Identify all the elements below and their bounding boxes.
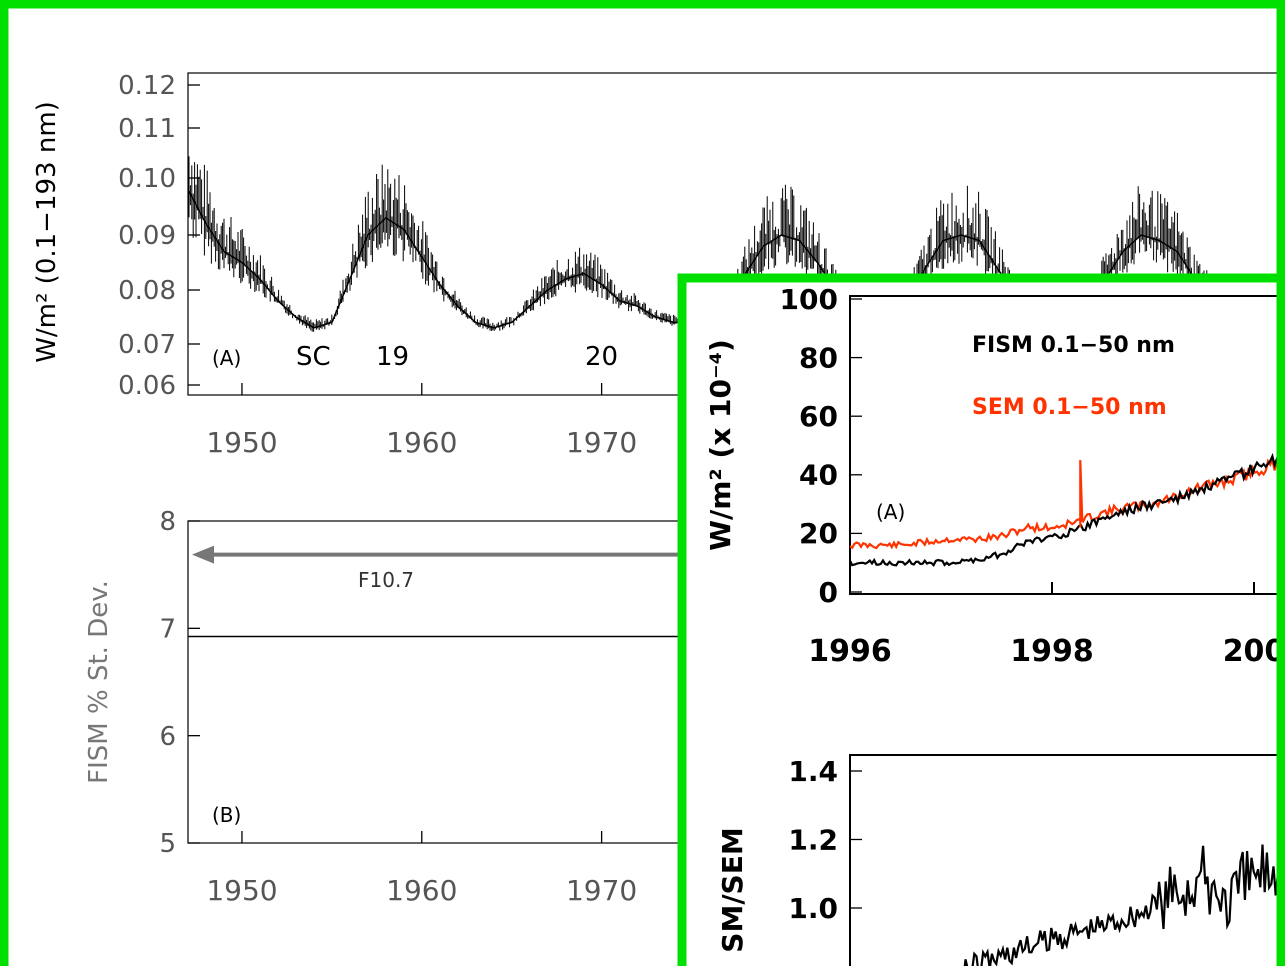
panel-a-xtick-label: 1960 [386,426,457,459]
panel-a-label: (A) [212,346,241,370]
inset-background [686,282,1285,966]
panel-b-f107-label: F10.7 [358,568,414,592]
inset-chart: W/m² (x 10⁻⁴) 0 20 40 60 80 100 1996 1998 200 F… [686,282,1285,966]
panel-b-ytick-label: 7 [159,614,176,644]
panel-a-ytick-label: 0.07 [118,330,176,360]
inset-b-plot-box [849,754,1285,966]
panel-a-ytick-label: 0.08 [118,276,176,306]
panel-a-xtick-label: 1970 [566,426,637,459]
inset-a-ytick-label: 20 [799,517,838,550]
inset-a-ytick-label: 60 [799,400,838,433]
panel-a-annotation-20: 20 [585,342,618,372]
inset-a-xtick-label: 200 [1223,634,1285,669]
inset-a-fism-line [849,452,1281,568]
inset-a-legend-sem: SEM 0.1−50 nm [972,395,1167,420]
inset-a-xtick-label: 1998 [1010,634,1094,669]
inset-a-sem-spike [1079,460,1084,528]
panel-b-ytick-label: 8 [159,507,176,537]
panel-b-ytick-label: 6 [159,722,176,752]
panel-a-ytick-label: 0.11 [118,114,176,144]
inset-b-ytick-label: 1.0 [788,892,838,925]
inset-a-label: (A) [876,500,905,524]
inset-a-plot-box [849,295,1285,595]
inset-a-ytick-label: 80 [799,341,838,374]
inset-b-ylabel: SM/SEM [716,827,749,952]
panel-b-label: (B) [212,803,241,827]
inset-b-ratio-line [963,844,1285,966]
panel-a-ytick-label: 0.06 [118,371,176,401]
inset-a-ytick-label: 100 [780,283,838,316]
inset-a-xtick-label: 1996 [808,634,892,669]
inset-a-legend-fism: FISM 0.1−50 nm [972,333,1175,358]
inset-a-ytick-label: 0 [819,576,838,609]
panel-b-f107-arrowhead [192,545,214,564]
inset-green-frame [677,273,1285,966]
panel-a-annotation-sc: SC [296,342,331,372]
inset-b-ytick-label: 1.4 [788,755,838,788]
inset-a-sem-line [849,456,1280,550]
panel-a-ylabel: W/m² (0.1−193 nm) [32,101,62,363]
panel-b-xtick-label: 1960 [386,874,457,907]
panel-b-xtick-label: 1970 [566,874,637,907]
panel-a-annotation-19: 19 [376,342,409,372]
inset-a-ytick-label: 40 [799,459,838,492]
inset-a-ylabel: W/m² (x 10⁻⁴) [704,339,737,551]
panel-a-ytick-label: 0.09 [118,221,176,251]
inset-b-ytick-label: 1.2 [788,823,838,856]
panel-a: W/m² (0.1−193 nm) 0.06 0.07 0.08 0.09 0.10 0.… [32,71,1285,459]
panel-b-xtick-label: 1950 [206,874,277,907]
panel-b-ylabel: FISM % St. Dev. [84,580,114,784]
panel-a-xtick-label: 1950 [206,426,277,459]
panel-b-ytick-label: 5 [159,829,176,859]
panel-a-ytick-label: 0.12 [118,71,176,101]
panel-a-ytick-label: 0.10 [118,164,176,194]
